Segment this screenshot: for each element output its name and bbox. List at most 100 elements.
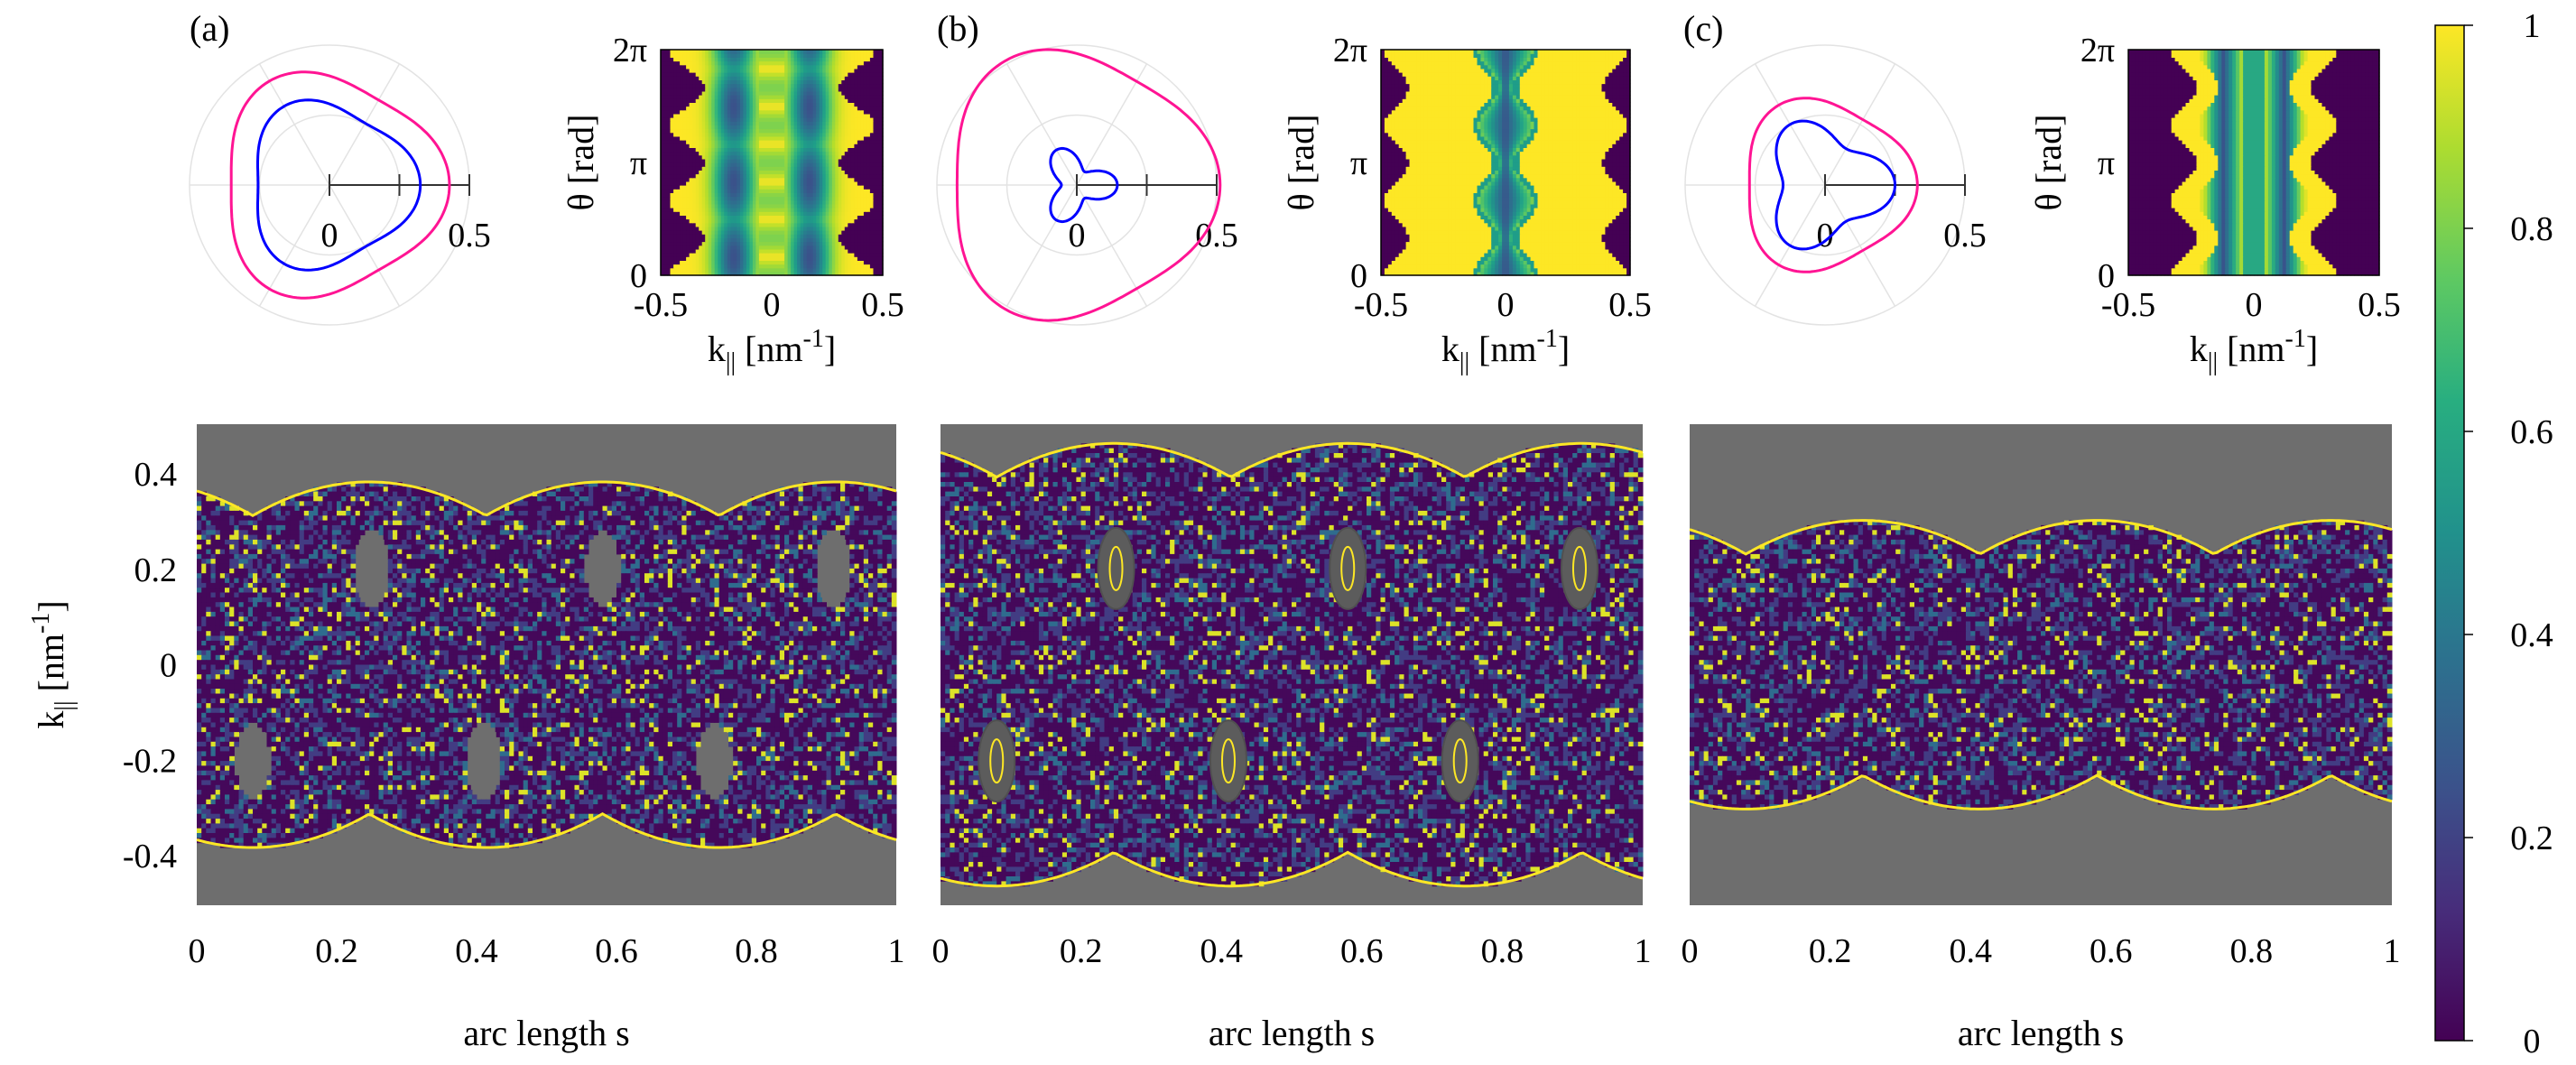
heatmap-cell bbox=[791, 64, 795, 69]
heatmap-cell bbox=[714, 98, 718, 103]
heatmap-cell bbox=[724, 264, 728, 269]
heatmap-cell bbox=[692, 199, 697, 205]
heatmap-cell bbox=[661, 203, 665, 208]
heatmap-cell bbox=[682, 109, 687, 115]
heatmap-cell bbox=[822, 144, 827, 148]
heatmap-cell bbox=[705, 87, 709, 92]
heatmap-cell bbox=[714, 106, 718, 111]
heatmap-cell bbox=[857, 158, 861, 163]
outer-boundary-curve bbox=[229, 70, 451, 300]
heatmap-cell bbox=[680, 260, 684, 265]
heatmap-cell bbox=[695, 64, 700, 69]
poincare-cell bbox=[835, 496, 841, 502]
heatmap-cell bbox=[854, 95, 858, 99]
polar-grid-spoke bbox=[329, 184, 401, 307]
poincare-cell bbox=[393, 491, 398, 497]
heatmap-cell bbox=[701, 218, 706, 224]
heatmap-cell bbox=[873, 68, 877, 73]
poincare-cell bbox=[355, 496, 361, 502]
heatmap-cell bbox=[812, 260, 817, 265]
heatmap-cell bbox=[822, 95, 827, 99]
heatmap-cell bbox=[755, 260, 760, 265]
heatmap-cell bbox=[752, 192, 756, 198]
poincare-cell bbox=[313, 496, 319, 502]
heatmap-cell bbox=[825, 79, 829, 85]
heatmap-cell bbox=[857, 177, 861, 182]
heatmap-cell bbox=[879, 203, 884, 208]
heatmap-cell bbox=[755, 211, 760, 216]
heatmap-cell bbox=[879, 181, 884, 186]
heatmap-cell bbox=[850, 181, 855, 186]
heatmap-cell bbox=[718, 241, 722, 246]
heatmap-cell bbox=[793, 264, 798, 269]
heatmap-cell bbox=[692, 128, 697, 134]
heatmap-cell bbox=[701, 64, 706, 69]
heatmap-cell bbox=[708, 162, 712, 167]
heatmap-cell bbox=[822, 245, 827, 250]
poincare-cell bbox=[313, 501, 319, 507]
heatmap-cell bbox=[718, 79, 722, 85]
heatmap-cell bbox=[701, 109, 706, 115]
poincare-cell bbox=[616, 505, 622, 512]
heatmap-cell bbox=[762, 203, 766, 208]
heatmap-cell bbox=[680, 234, 684, 238]
heatmap-cell bbox=[873, 253, 877, 257]
poincare-cell bbox=[830, 510, 837, 516]
heatmap-cell bbox=[873, 208, 877, 212]
heatmap-cell bbox=[797, 237, 802, 243]
heatmap-cell bbox=[835, 203, 839, 208]
heatmap-cell bbox=[730, 83, 735, 88]
heatmap-cell bbox=[822, 158, 827, 163]
heatmap-cell bbox=[755, 256, 760, 261]
poincare-cell bbox=[821, 491, 827, 497]
heatmap-cell bbox=[797, 199, 802, 205]
heatmap-cell bbox=[749, 68, 754, 73]
poincare-cell bbox=[257, 510, 263, 516]
heatmap-cell bbox=[860, 79, 865, 85]
poincare-cell bbox=[863, 491, 869, 497]
poincare-cell bbox=[210, 505, 217, 512]
heatmap-cell bbox=[825, 72, 829, 77]
heatmap-cell bbox=[841, 196, 846, 201]
heatmap-cell bbox=[873, 98, 877, 103]
heatmap-cell bbox=[819, 267, 823, 273]
heatmap-cell bbox=[758, 106, 763, 111]
heatmap-cell bbox=[762, 271, 766, 276]
heatmap-cell bbox=[673, 102, 678, 107]
heatmap-cell bbox=[686, 125, 690, 130]
heatmap-cell bbox=[752, 125, 756, 130]
heatmap-cell bbox=[758, 132, 763, 137]
heatmap-cell bbox=[860, 68, 865, 73]
heatmap-cell bbox=[819, 196, 823, 201]
poincare-cell bbox=[271, 505, 277, 512]
heatmap-cell bbox=[784, 95, 789, 99]
heatmap-cell bbox=[876, 215, 881, 220]
heatmap-cell bbox=[774, 132, 779, 137]
heatmap-cell bbox=[699, 192, 703, 198]
heatmap-cell bbox=[866, 83, 871, 88]
poincare-cell bbox=[439, 501, 445, 507]
heatmap-cell bbox=[791, 181, 795, 186]
poincare-cell bbox=[201, 501, 207, 507]
heatmap-cell bbox=[825, 218, 829, 224]
heatmap-cell bbox=[822, 253, 827, 257]
heatmap-cell bbox=[680, 264, 684, 269]
heatmap-cell bbox=[800, 132, 804, 137]
heatmap-cell bbox=[705, 173, 709, 179]
poincare-cell bbox=[593, 491, 598, 497]
heatmap-cell bbox=[876, 203, 881, 208]
heatmap-cell bbox=[680, 226, 684, 231]
heatmap-cell bbox=[692, 208, 697, 212]
heatmap-cell bbox=[816, 102, 820, 107]
heatmap-cell bbox=[812, 241, 817, 246]
heatmap-cell bbox=[791, 241, 795, 246]
heatmap-cell bbox=[860, 185, 865, 190]
heatmap-cell bbox=[749, 132, 754, 137]
heatmap-cell bbox=[711, 260, 716, 265]
heatmap-cell bbox=[803, 203, 808, 208]
heatmap-cell bbox=[810, 121, 814, 125]
heatmap-cell bbox=[844, 271, 848, 276]
heatmap-cell bbox=[733, 222, 737, 227]
heatmap-cell bbox=[730, 192, 735, 198]
heatmap-cell bbox=[699, 98, 703, 103]
